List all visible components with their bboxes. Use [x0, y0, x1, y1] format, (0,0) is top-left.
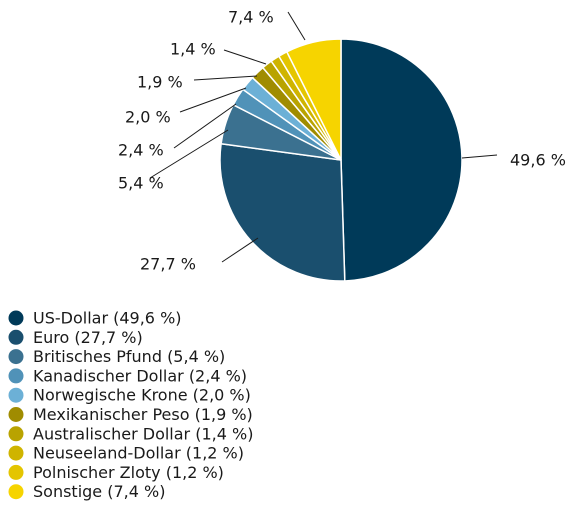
- legend-label: US-Dollar (49,6 %): [33, 309, 182, 328]
- legend-marker: [8, 387, 24, 403]
- data-label: 1,4 %: [170, 40, 216, 59]
- legend-label: Kanadischer Dollar (2,4 %): [33, 366, 247, 385]
- legend-marker: [8, 464, 24, 480]
- legend-label: Mexikanischer Peso (1,9 %): [33, 405, 253, 424]
- data-label: 49,6 %: [510, 151, 566, 170]
- legend-label: Britisches Pfund (5,4 %): [33, 347, 225, 366]
- leader-line: [173, 103, 237, 149]
- data-label: 27,7 %: [140, 255, 196, 274]
- legend-marker: [8, 368, 24, 384]
- legend-marker: [8, 484, 24, 500]
- legend-label: Polnischer Zloty (1,2 %): [33, 463, 224, 482]
- leader-line: [221, 237, 259, 263]
- leader-line: [179, 87, 247, 113]
- legend-label: Australischer Dollar (1,4 %): [33, 424, 253, 443]
- legend-marker: [8, 310, 24, 326]
- legend-marker: [8, 445, 24, 461]
- legend-marker: [8, 407, 24, 422]
- data-label: 5,4 %: [118, 174, 164, 193]
- leader-line: [149, 129, 229, 179]
- pie-slice: [285, 38, 342, 161]
- legend-marker: [8, 329, 24, 345]
- data-label: 1,9 %: [137, 73, 183, 92]
- legend-label: Sonstige (7,4 %): [33, 482, 165, 501]
- leader-line: [223, 49, 267, 65]
- data-label: 7,4 %: [228, 8, 274, 27]
- leader-line: [461, 154, 498, 159]
- legend-label: Neuseeland-Dollar (1,2 %): [33, 444, 244, 463]
- leader-line: [287, 11, 306, 41]
- legend-label: Euro (27,7 %): [33, 328, 143, 347]
- data-label: 2,4 %: [118, 141, 164, 160]
- legend-marker: [8, 426, 24, 442]
- legend-label: Norwegische Krone (2,0 %): [33, 386, 251, 405]
- pie-slice: [219, 142, 346, 282]
- leader-line: [193, 75, 258, 81]
- legend-marker: [8, 349, 24, 365]
- data-label: 2,0 %: [125, 108, 171, 127]
- pie-slice: [340, 38, 463, 282]
